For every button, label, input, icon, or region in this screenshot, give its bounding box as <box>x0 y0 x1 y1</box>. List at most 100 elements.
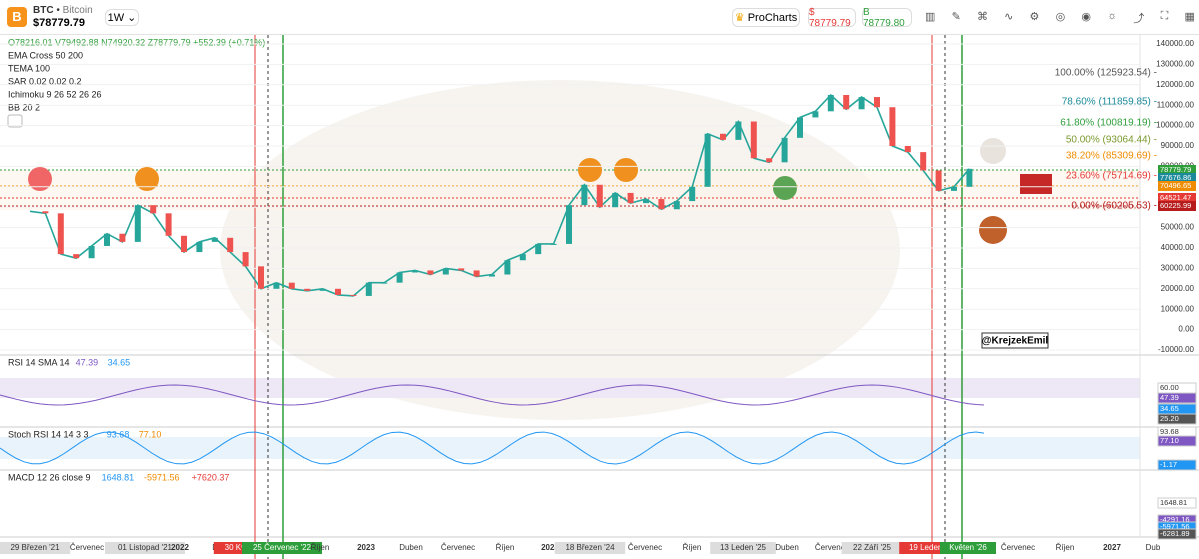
procharts-button[interactable]: ♛ ProCharts <box>732 8 800 27</box>
sell-button[interactable]: $ 78779.79 <box>808 7 856 29</box>
candle <box>874 97 880 108</box>
candle <box>150 205 157 214</box>
interval: 1W <box>107 11 125 24</box>
stoch-value: 77.10 <box>139 429 162 439</box>
price-tick-label: 30000.00 <box>1161 264 1195 273</box>
tool-icon[interactable]: ◉ <box>1081 11 1091 23</box>
candle <box>350 294 357 296</box>
price-tick-label: 10000.00 <box>1161 304 1195 313</box>
sell-signal-icon <box>578 158 602 182</box>
rsi-axis-tag: 34.65 <box>1160 404 1179 413</box>
price-tag: 64521.47 <box>1160 193 1191 202</box>
tool-icon[interactable]: ⌘ <box>976 11 988 23</box>
candle <box>720 133 726 140</box>
macd-axis-tag: 1648.81 <box>1160 498 1187 507</box>
stoch-line <box>0 431 985 465</box>
indicator-label: TEMA 100 <box>8 63 50 73</box>
stoch-value: 93.68 <box>107 429 130 439</box>
tool-icon[interactable]: ◎ <box>1055 11 1066 23</box>
candle <box>319 288 326 291</box>
tool-icon[interactable]: ▦ <box>1184 11 1195 23</box>
fib-label: 23.60% (75714.69) - <box>1066 171 1157 182</box>
price-tag: 70496.65 <box>1160 181 1191 190</box>
collapse-button[interactable] <box>7 114 23 128</box>
time-label: Říjen <box>1056 543 1075 552</box>
price-tick-label: -10000.00 <box>1158 345 1195 354</box>
price-tick-label: 40000.00 <box>1161 243 1195 252</box>
candle <box>535 243 542 255</box>
macd-title: MACD 12 26 close 9 <box>8 472 91 482</box>
interval-select[interactable]: 1W ⌄ <box>105 9 139 26</box>
candle <box>781 137 788 163</box>
buy-button[interactable]: B 78779.80 <box>862 7 912 29</box>
price-tick-label: 0.00 <box>1178 325 1194 334</box>
rsi-line <box>0 384 985 406</box>
candle <box>288 282 295 289</box>
candle <box>165 213 172 236</box>
candle <box>658 199 665 210</box>
candle <box>427 270 434 275</box>
tool-icon[interactable]: ⤴ <box>1133 13 1145 25</box>
candle <box>335 288 341 295</box>
tool-icon[interactable]: ∿ <box>1004 11 1014 23</box>
buy-signal-icon <box>773 176 797 200</box>
rsi-axis-tag: 25.20 <box>1160 414 1179 423</box>
sell-signal-icon <box>28 167 52 191</box>
time-label: Červenec <box>1001 543 1035 552</box>
time-label: 2027 <box>1103 543 1121 552</box>
watermark: @KrejzekEmil <box>982 336 1049 347</box>
fib-label: 100.00% (125923.54) - <box>1055 68 1157 79</box>
candle <box>643 199 649 204</box>
tool-icon[interactable]: ☼ <box>1107 10 1118 22</box>
time-label: Červenec <box>441 543 475 552</box>
rsi-band <box>0 378 1140 398</box>
tool-icon[interactable]: ✎ <box>951 11 961 23</box>
time-label-bg <box>105 542 185 554</box>
price-tag: 77676.86 <box>1160 173 1191 182</box>
candle <box>797 117 803 138</box>
candle <box>365 282 372 296</box>
stoch-axis-tag: 77.10 <box>1160 436 1179 445</box>
candle <box>519 254 526 261</box>
tool-icon[interactable]: ⛶ <box>1160 10 1169 22</box>
tool-icon[interactable]: ▥ <box>925 11 936 23</box>
candle <box>812 111 819 118</box>
time-label-bg <box>554 542 626 554</box>
time-label: 18 Březen '24 <box>565 543 615 552</box>
time-label: Říjen <box>311 543 330 552</box>
candle <box>304 288 311 291</box>
candle <box>88 245 95 259</box>
watermark-box <box>981 332 1049 349</box>
candle <box>750 121 757 159</box>
candle <box>273 282 280 289</box>
price-tag: 60225.99 <box>1160 201 1191 210</box>
crown-icon: ♛ <box>734 12 745 24</box>
candle <box>889 107 896 146</box>
time-label: Duben <box>399 543 423 552</box>
indicator-label: EMA Cross 50 200 <box>8 50 83 60</box>
bear-icon <box>979 216 1007 244</box>
symbol-row: BTC • Bitcoin <box>33 5 93 16</box>
macd-value: +7620.37 <box>192 472 230 482</box>
macd-axis-tag: -6281.89 <box>1160 529 1190 538</box>
rsi-title: RSI 14 SMA 14 <box>8 357 70 367</box>
price-tag-bg <box>1158 165 1196 175</box>
time-label: 01 Listopad '21 <box>118 543 173 552</box>
candle <box>242 252 249 267</box>
rsi-value: 34.65 <box>108 357 131 367</box>
time-label: 13 Leden '25 <box>720 543 767 552</box>
time-label: Dub <box>1146 543 1161 552</box>
tool-icon[interactable]: ⚙ <box>1029 11 1040 23</box>
time-label: Říjen <box>683 543 702 552</box>
time-label: 25 Červenec '22 <box>253 543 312 552</box>
fib-label: 50.00% (93064.44) - <box>1066 135 1157 146</box>
candle <box>181 235 187 253</box>
candle <box>689 186 696 202</box>
fib-label: 0.00% (60205.53) - <box>1071 201 1157 212</box>
flag-icon <box>1020 174 1052 194</box>
indicator-label: BB 20 2 <box>8 102 40 112</box>
price-tag-bg <box>1158 193 1196 203</box>
candle <box>904 146 911 153</box>
candle <box>704 133 711 187</box>
